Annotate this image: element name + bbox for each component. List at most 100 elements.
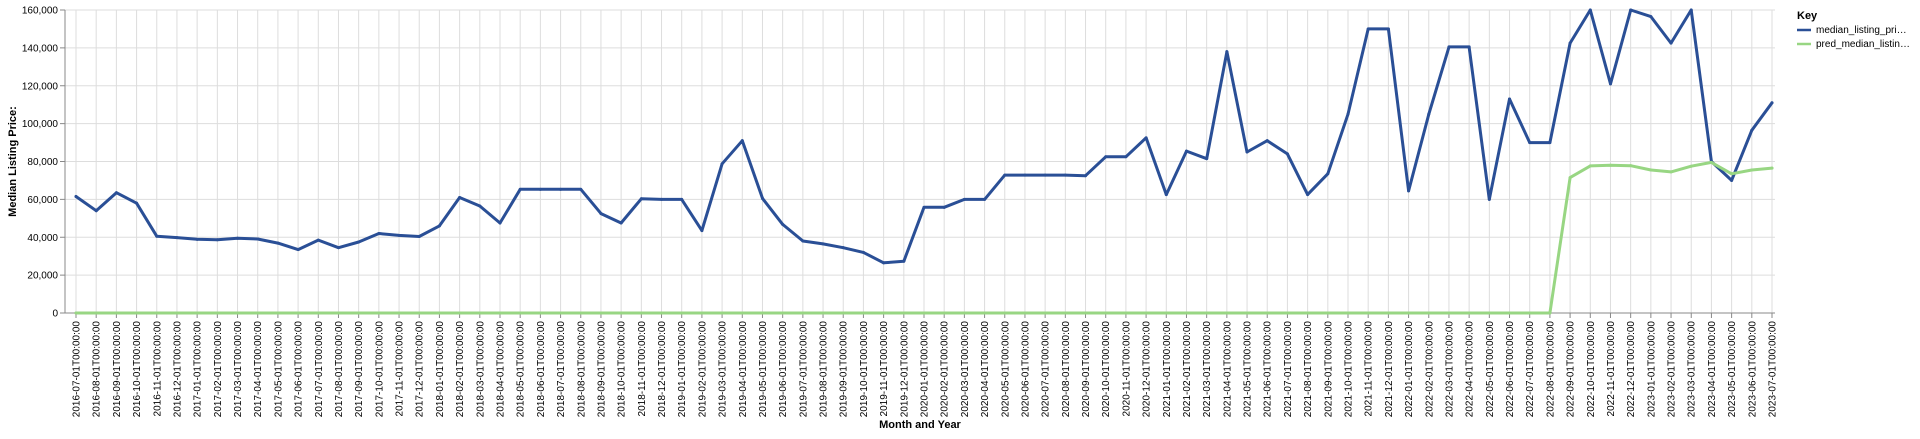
x-tick-label: 2017-02-01T00:00:00 [213, 321, 224, 418]
data-point-series-2 [1770, 166, 1774, 170]
x-tick-label: 2022-01-01T00:00:00 [1404, 321, 1415, 418]
data-point-series-1 [256, 237, 260, 241]
x-tick-label: 2019-10-01T00:00:00 [859, 321, 870, 418]
x-tick-label: 2023-05-01T00:00:00 [1727, 321, 1738, 418]
data-point-series-1 [1063, 173, 1067, 177]
data-point-series-2 [215, 311, 219, 315]
x-tick-label: 2019-08-01T00:00:00 [819, 321, 830, 418]
data-point-series-2 [1164, 311, 1168, 315]
data-point-series-1 [1730, 178, 1734, 182]
data-point-series-2 [619, 311, 623, 315]
x-axis-title: Month and Year [879, 419, 961, 431]
data-point-series-2 [902, 311, 906, 315]
x-tick-label: 2022-05-01T00:00:00 [1485, 321, 1496, 418]
data-point-series-2 [922, 311, 926, 315]
data-point-series-1 [1326, 172, 1330, 176]
data-point-series-1 [155, 234, 159, 238]
data-point-series-2 [559, 311, 563, 315]
data-point-series-1 [135, 201, 139, 205]
x-tick-label: 2019-03-01T00:00:00 [718, 321, 729, 418]
data-point-series-1 [680, 197, 684, 201]
x-tick-label: 2017-03-01T00:00:00 [233, 321, 244, 418]
data-point-series-1 [1144, 136, 1148, 140]
x-tick-label: 2018-11-01T00:00:00 [637, 321, 648, 417]
x-tick-label: 2016-11-01T00:00:00 [152, 321, 163, 417]
data-point-series-2 [1427, 311, 1431, 315]
data-point-series-2 [498, 311, 502, 315]
data-point-series-2 [397, 311, 401, 315]
data-point-series-2 [1608, 163, 1612, 167]
x-tick-label: 2020-03-01T00:00:00 [960, 321, 971, 418]
data-point-series-1 [114, 191, 118, 195]
data-point-series-1 [579, 187, 583, 191]
data-point-series-1 [942, 205, 946, 209]
x-tick-label: 2019-04-01T00:00:00 [738, 321, 749, 418]
x-tick-label: 2019-01-01T00:00:00 [677, 321, 688, 418]
x-tick-label: 2018-09-01T00:00:00 [596, 321, 607, 418]
data-point-series-1 [882, 261, 886, 265]
legend-entry-label: median_listing_pri… [1816, 25, 1907, 36]
data-point-series-2 [1003, 311, 1007, 315]
data-point-series-2 [1588, 164, 1592, 168]
data-point-series-2 [1144, 311, 1148, 315]
x-tick-label: 2022-08-01T00:00:00 [1545, 321, 1556, 418]
data-point-series-2 [1649, 168, 1653, 172]
data-point-series-1 [1265, 139, 1269, 143]
data-point-series-1 [1669, 41, 1673, 45]
x-tick-label: 2018-04-01T00:00:00 [496, 321, 507, 418]
data-point-series-2 [1063, 311, 1067, 315]
data-point-series-1 [1508, 97, 1512, 101]
data-point-series-2 [114, 311, 118, 315]
data-point-series-2 [458, 311, 462, 315]
x-tick-label: 2023-02-01T00:00:00 [1667, 321, 1678, 418]
data-point-series-2 [962, 311, 966, 315]
x-tick-label: 2016-12-01T00:00:00 [172, 321, 183, 418]
y-tick-label: 160,000 [22, 6, 59, 17]
x-tick-label: 2016-07-01T00:00:00 [72, 321, 83, 418]
data-point-series-1 [397, 233, 401, 237]
data-point-series-1 [175, 236, 179, 240]
data-point-series-1 [1427, 112, 1431, 116]
x-tick-label: 2022-11-01T00:00:00 [1606, 321, 1617, 417]
data-point-series-1 [1487, 197, 1491, 201]
legend-entry-label: pred_median_listin… [1816, 39, 1910, 50]
data-point-series-1 [801, 239, 805, 243]
data-point-series-2 [760, 311, 764, 315]
data-point-series-1 [458, 195, 462, 199]
x-tick-label: 2019-09-01T00:00:00 [839, 321, 850, 418]
x-tick-label: 2018-06-01T00:00:00 [536, 321, 547, 418]
data-point-series-2 [1669, 170, 1673, 174]
x-tick-label: 2020-12-01T00:00:00 [1142, 321, 1153, 418]
data-point-series-1 [215, 238, 219, 242]
data-point-series-1 [720, 162, 724, 166]
x-tick-label: 2020-04-01T00:00:00 [980, 321, 991, 418]
data-point-series-2 [1285, 311, 1289, 315]
data-point-series-1 [1608, 82, 1612, 86]
data-point-series-1 [841, 246, 845, 250]
data-point-series-1 [1225, 50, 1229, 54]
x-tick-label: 2020-11-01T00:00:00 [1121, 321, 1132, 417]
data-point-series-1 [559, 187, 563, 191]
x-tick-label: 2022-04-01T00:00:00 [1465, 321, 1476, 418]
x-tick-label: 2019-11-01T00:00:00 [879, 321, 890, 417]
x-tick-label: 2020-01-01T00:00:00 [920, 321, 931, 418]
data-point-series-2 [1326, 311, 1330, 315]
data-point-series-1 [1084, 174, 1088, 178]
data-point-series-1 [781, 222, 785, 226]
data-point-series-1 [1164, 193, 1168, 197]
x-tick-label: 2020-02-01T00:00:00 [940, 321, 951, 418]
data-point-series-2 [175, 311, 179, 315]
data-point-series-2 [1225, 311, 1229, 315]
data-point-series-2 [1023, 311, 1027, 315]
x-tick-label: 2018-10-01T00:00:00 [617, 321, 628, 418]
data-point-series-1 [498, 221, 502, 225]
y-tick-label: 120,000 [22, 81, 59, 92]
x-tick-label: 2018-12-01T00:00:00 [657, 321, 668, 418]
y-axis-title: Median Listing Price: [7, 106, 19, 217]
x-tick-label: 2017-12-01T00:00:00 [415, 321, 426, 418]
x-tick-label: 2019-06-01T00:00:00 [778, 321, 789, 418]
x-tick-label: 2022-10-01T00:00:00 [1586, 321, 1597, 418]
data-point-series-1 [922, 205, 926, 209]
data-point-series-1 [538, 187, 542, 191]
